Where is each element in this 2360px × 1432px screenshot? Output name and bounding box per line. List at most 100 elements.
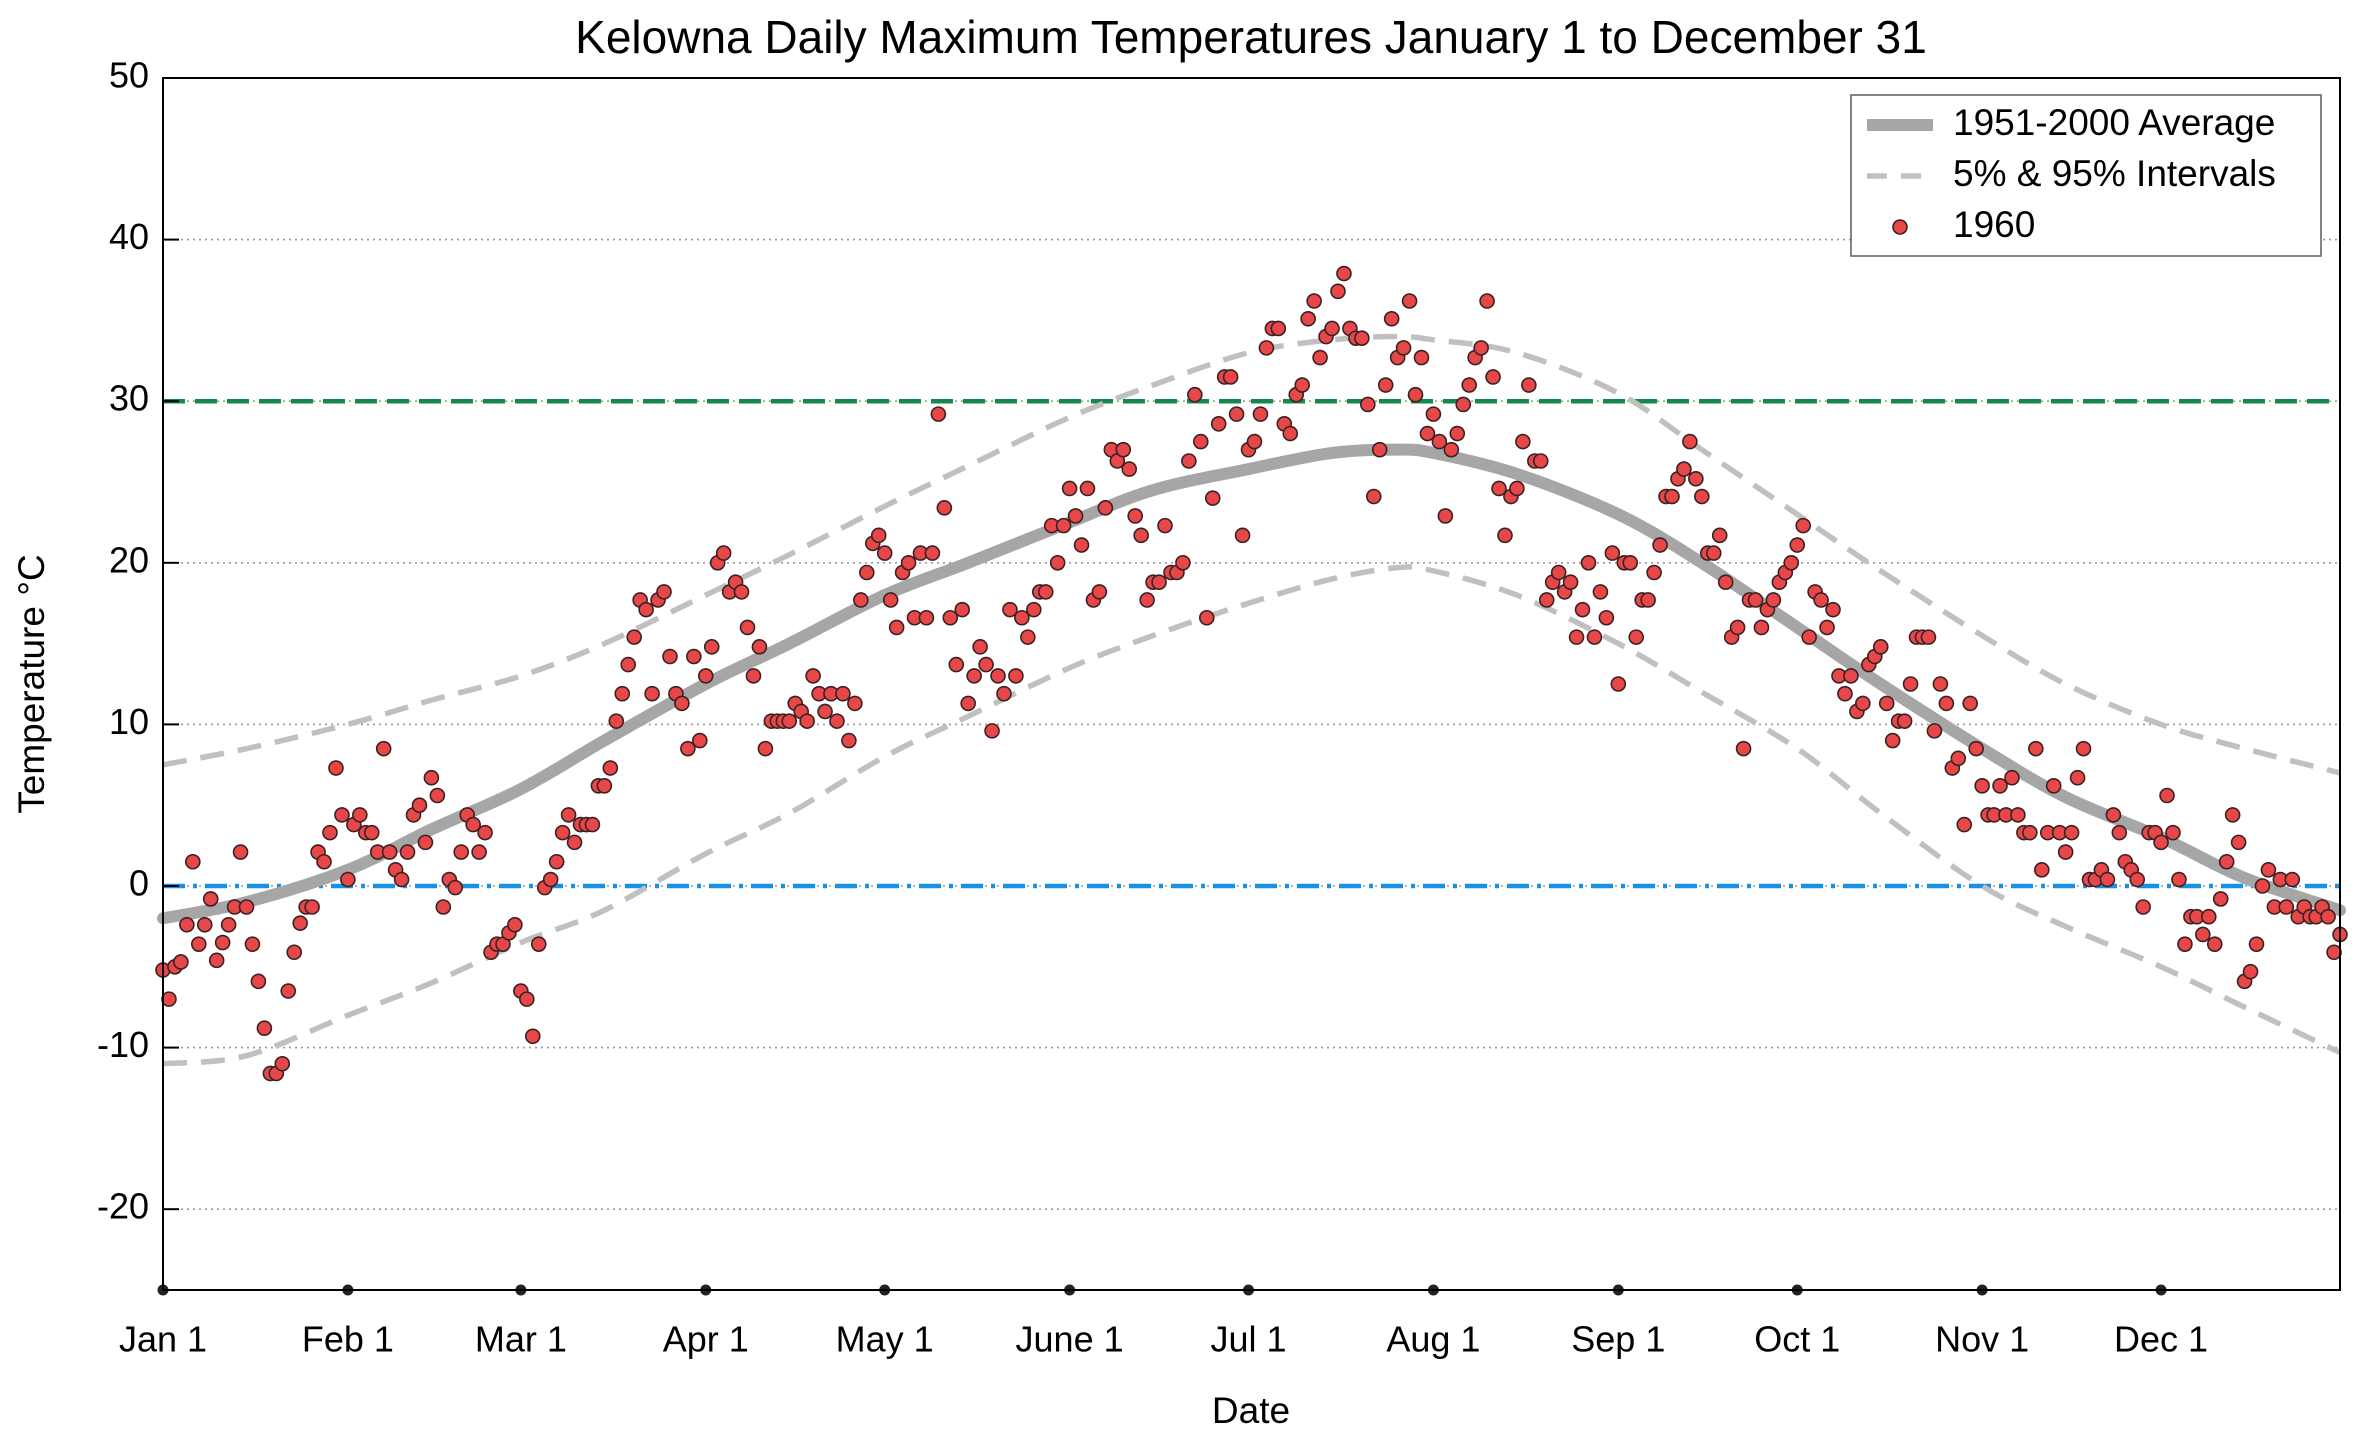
data-point	[972, 639, 988, 655]
data-point	[1443, 441, 1460, 458]
data-point	[244, 936, 261, 952]
data-point	[757, 740, 774, 757]
data-point	[1091, 584, 1108, 600]
data-point	[2195, 926, 2211, 943]
data-point	[292, 915, 308, 931]
data-point	[2022, 824, 2038, 841]
x-tick-label: Oct 1	[1754, 1319, 1840, 1360]
data-point	[918, 609, 935, 626]
data-point	[202, 891, 219, 907]
data-point	[173, 954, 189, 970]
data-point	[2105, 807, 2122, 823]
data-point	[2028, 740, 2044, 757]
x-tick-label: Dec 1	[2114, 1319, 2208, 1360]
data-point	[1992, 778, 2008, 794]
data-point	[1610, 676, 1627, 692]
data-point	[715, 545, 732, 561]
data-point	[2165, 824, 2181, 841]
data-point	[1228, 406, 1245, 422]
data-point	[1258, 340, 1275, 356]
data-point	[1813, 592, 1829, 608]
data-point	[2075, 740, 2092, 757]
data-point	[429, 787, 446, 804]
data-point	[530, 936, 547, 952]
data-point	[1330, 283, 1346, 300]
data-point	[1694, 488, 1710, 505]
data-point	[1395, 340, 1412, 356]
data-point	[423, 769, 440, 786]
data-point	[1181, 453, 1197, 469]
data-point	[238, 899, 255, 915]
data-point	[1932, 676, 1949, 692]
data-point	[232, 844, 249, 860]
data-point	[1855, 695, 1871, 712]
data-point	[435, 899, 452, 915]
data-point	[966, 668, 982, 684]
data-point	[608, 713, 625, 729]
data-point	[465, 816, 481, 833]
x-tick-label: Apr 1	[663, 1319, 749, 1360]
x-tick-label: May 1	[836, 1319, 934, 1360]
data-point	[447, 879, 464, 896]
data-point	[978, 656, 994, 673]
data-point	[411, 797, 428, 814]
data-point	[507, 916, 523, 933]
data-point	[1210, 416, 1227, 432]
data-point	[280, 983, 297, 999]
data-point	[250, 973, 267, 990]
data-point	[1485, 369, 1501, 385]
data-point	[1717, 574, 1734, 590]
data-point	[560, 807, 577, 823]
x-tick-label: Aug 1	[1386, 1319, 1480, 1360]
data-point	[1562, 574, 1579, 590]
y-tick-label: 10	[109, 701, 149, 742]
data-point	[1783, 554, 1800, 571]
data-point	[2206, 936, 2223, 952]
data-point	[161, 991, 177, 1007]
data-point	[853, 592, 869, 608]
data-point	[602, 760, 619, 776]
data-point	[614, 685, 631, 702]
data-point	[1962, 695, 1979, 712]
x-tick-label: June 1	[1016, 1319, 1124, 1360]
data-point	[656, 584, 672, 600]
data-point	[1640, 592, 1656, 608]
data-point	[220, 916, 237, 933]
plot-frame	[162, 77, 2341, 1291]
data-point	[1682, 433, 1698, 450]
data-point	[1884, 732, 1901, 749]
data-point	[334, 807, 350, 823]
data-point	[1133, 527, 1149, 544]
data-point	[960, 695, 976, 712]
data-point	[2278, 899, 2295, 915]
data-point	[208, 952, 225, 969]
data-point	[1073, 537, 1090, 553]
data-point	[1014, 609, 1030, 626]
grid	[163, 77, 2340, 1210]
data-point	[185, 853, 201, 870]
data-point	[1676, 461, 1692, 477]
data-point	[1497, 527, 1513, 544]
data-point	[322, 824, 338, 841]
data-point	[1455, 396, 1472, 413]
x-tick-label: Mar 1	[475, 1319, 567, 1360]
y-tick-label: -20	[97, 1186, 149, 1227]
data-point	[691, 732, 708, 749]
data-point	[1956, 816, 1973, 833]
data-point	[2177, 936, 2193, 952]
data-point	[870, 527, 887, 544]
data-point	[417, 834, 434, 851]
data-point	[1002, 601, 1018, 618]
data-point	[1652, 537, 1668, 553]
data-point	[1789, 537, 1806, 553]
data-point	[1532, 453, 1549, 469]
data-point	[542, 871, 559, 888]
data-point	[1604, 545, 1621, 561]
data-point	[1413, 349, 1430, 366]
data-point	[1753, 619, 1770, 636]
data-point	[363, 824, 380, 841]
data-point	[799, 713, 815, 729]
interval-line	[162, 564, 2342, 1067]
data-point	[2153, 834, 2169, 851]
data-point	[1222, 369, 1239, 385]
